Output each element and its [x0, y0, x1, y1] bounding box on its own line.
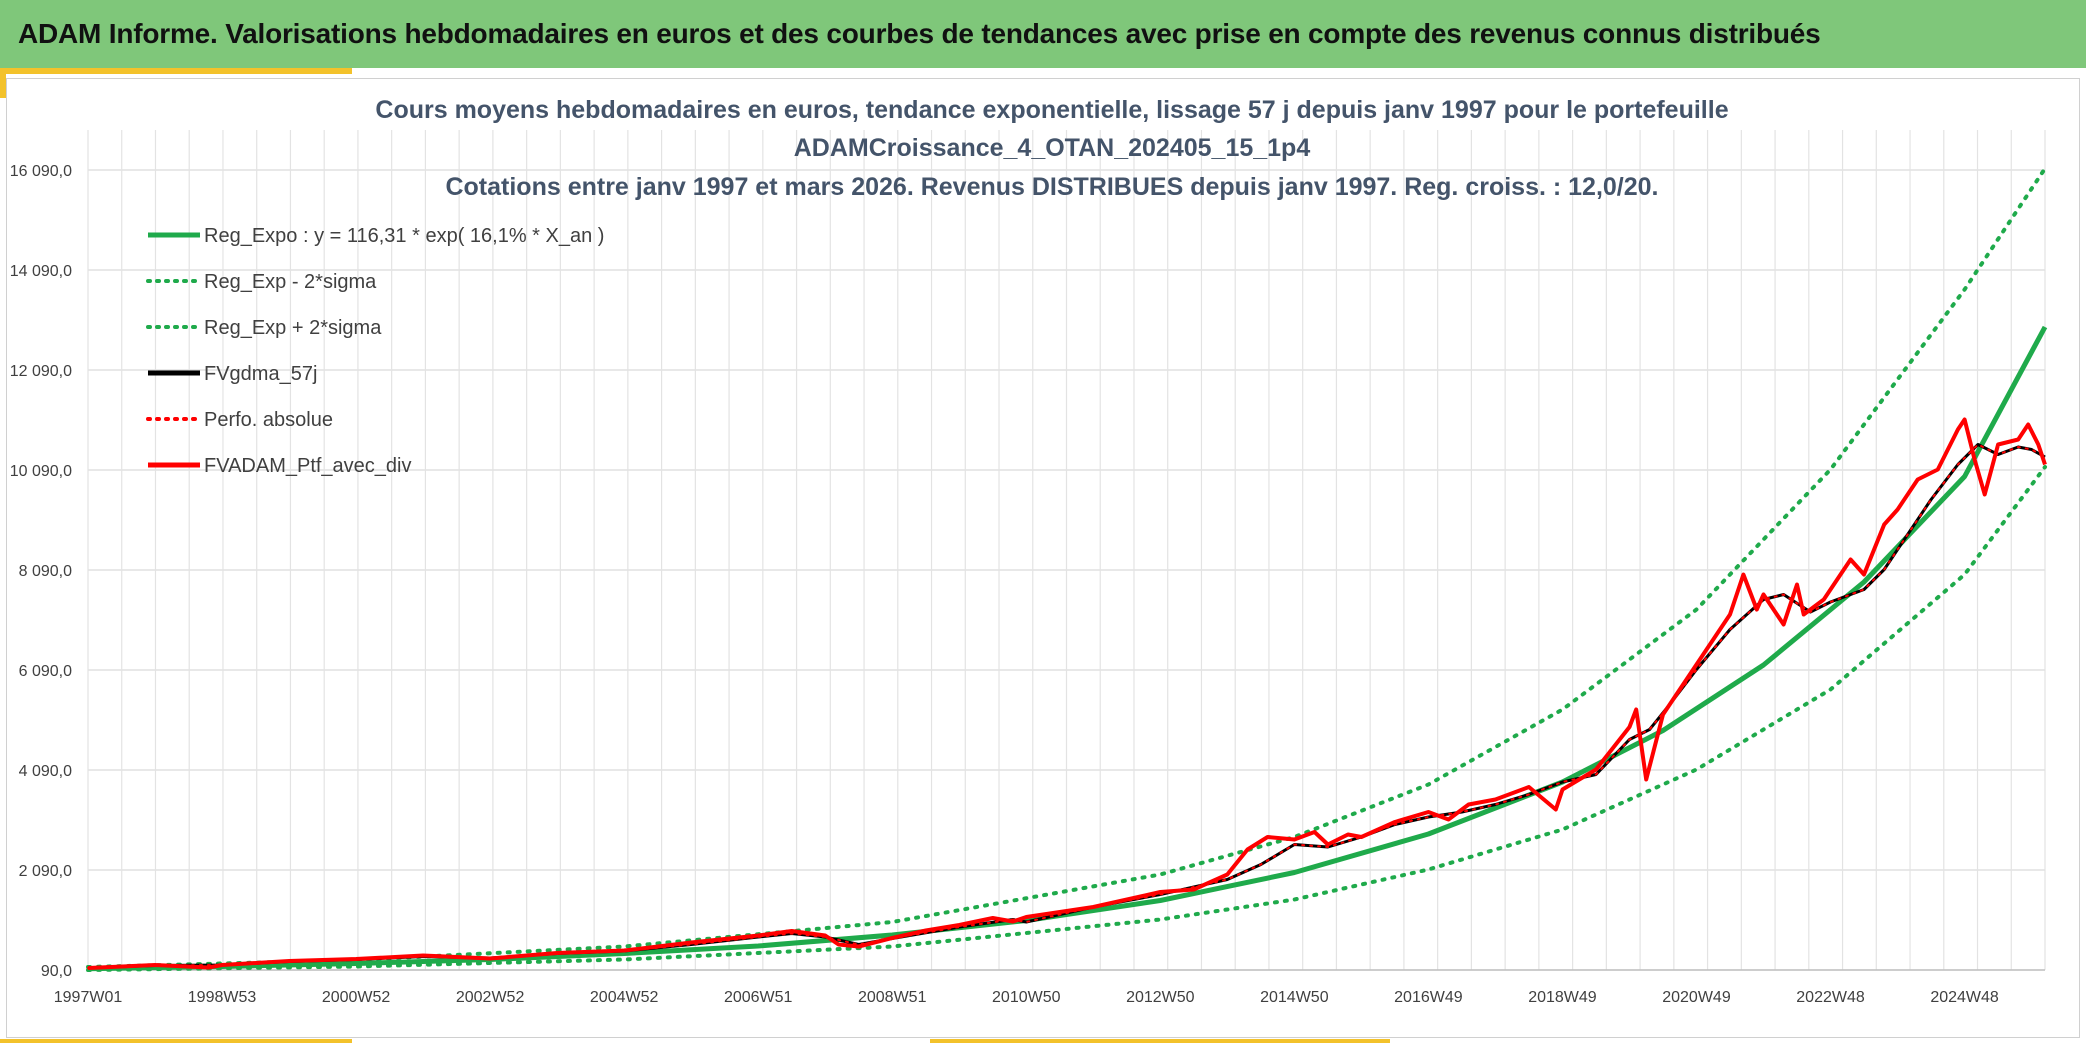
x-tick-label: 1997W01: [54, 989, 123, 1006]
x-tick-label: 2022W48: [1796, 989, 1865, 1006]
chart-title-line-2: ADAMCroissance_4_OTAN_202405_15_1p4: [794, 134, 1311, 162]
legend-label: Reg_Exp + 2*sigma: [204, 317, 382, 339]
accent-bar-bottom: [930, 1039, 1390, 1043]
page-title: ADAM Informe. Valorisations hebdomadaire…: [18, 18, 1821, 49]
x-tick-label: 2018W49: [1528, 989, 1597, 1006]
legend-label: FVADAM_Ptf_avec_div: [204, 455, 412, 477]
y-tick-label: 12 090,0: [10, 363, 72, 380]
y-tick-label: 8 090,0: [19, 563, 72, 580]
y-tick-label: 90,0: [41, 963, 72, 980]
series-reg-expo: [87, 325, 2048, 972]
y-tick-label: 16 090,0: [10, 163, 72, 180]
x-tick-label: 1998W53: [188, 989, 257, 1006]
y-tick-label: 14 090,0: [10, 263, 72, 280]
x-tick-label: 2008W51: [858, 989, 927, 1006]
chart-frame: [6, 78, 2080, 1038]
x-tick-label: 2006W51: [724, 989, 793, 1006]
legend: Reg_Expo : y = 116,31 * exp( 16,1% * X_a…: [146, 225, 604, 477]
series-reg-exp-minus-2sigma: [86, 465, 2047, 972]
series-fvadam-ptf-avec-div: [87, 417, 2047, 970]
series-layer: [86, 166, 2048, 972]
grid: [87, 130, 2046, 971]
x-tick-label: 2002W52: [456, 989, 525, 1006]
y-tick-label: 4 090,0: [19, 763, 72, 780]
y-tick-label: 10 090,0: [10, 463, 72, 480]
y-tick-label: 2 090,0: [19, 863, 72, 880]
legend-label: Reg_Exp - 2*sigma: [204, 271, 377, 293]
accent-bar: [0, 68, 352, 74]
header-banner: ADAM Informe. Valorisations hebdomadaire…: [0, 0, 2086, 68]
chart-title-line-3: Cotations entre janv 1997 et mars 2026. …: [445, 173, 1658, 201]
x-tick-label: 2000W52: [322, 989, 391, 1006]
x-tick-label: 2010W50: [992, 989, 1061, 1006]
x-tick-label: 2012W50: [1126, 989, 1195, 1006]
x-tick-label: 2014W50: [1260, 989, 1329, 1006]
series-reg-exp-plus-2sigma: [86, 166, 2047, 969]
axes: 90,0 2 090,0 4 090,0 6 090,0 8 090,0 10 090,0…: [10, 163, 2045, 1006]
x-tick-label: 2020W49: [1662, 989, 1731, 1006]
x-tick-label: 2004W52: [590, 989, 659, 1006]
chart-title-line-1: Cours moyens hebdomadaires en euros, ten…: [375, 96, 1728, 124]
chart-title: Cours moyens hebdomadaires en euros, ten…: [375, 96, 1728, 201]
x-tick-label: 2016W49: [1394, 989, 1463, 1006]
x-tick-label: 2024W48: [1930, 989, 1999, 1006]
y-tick-label: 6 090,0: [19, 663, 72, 680]
legend-label: Reg_Expo : y = 116,31 * exp( 16,1% * X_a…: [204, 225, 604, 247]
accent-bar-side: [0, 68, 6, 98]
accent-bar-bottom: [0, 1039, 352, 1043]
legend-label: Perfo. absolue: [204, 409, 333, 431]
legend-label: FVgdma_57j: [204, 363, 317, 385]
